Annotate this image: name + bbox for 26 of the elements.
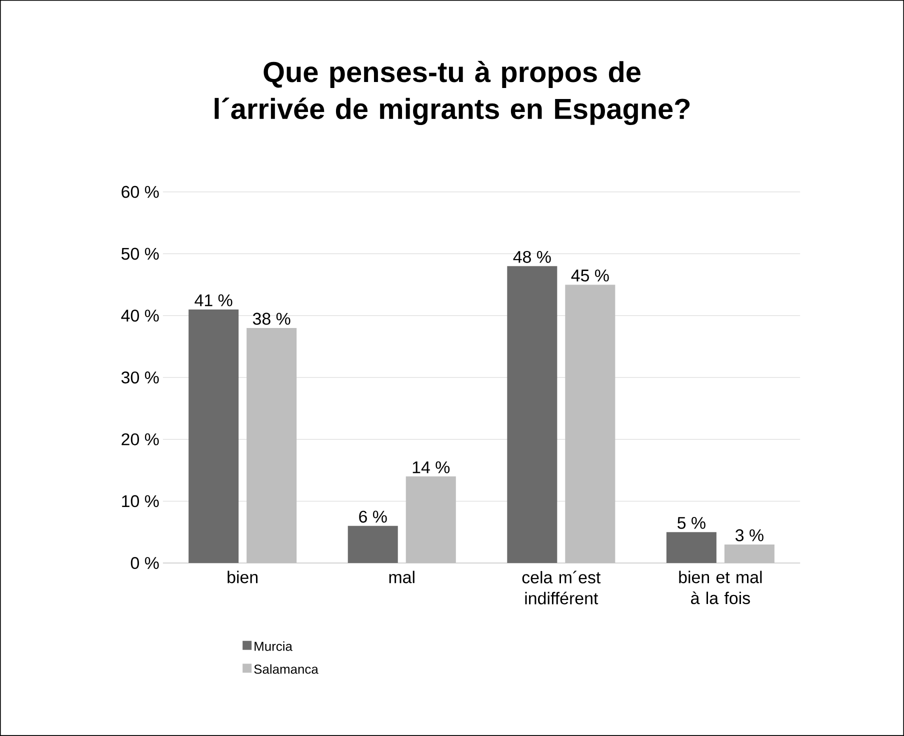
y-tick-label: 50 % bbox=[121, 248, 159, 260]
x-tick-label: cela m´est indifférent bbox=[522, 570, 601, 604]
bar bbox=[348, 526, 398, 564]
y-tick-label: 30 % bbox=[121, 371, 159, 384]
legend-label: Salamanca bbox=[254, 664, 318, 674]
data-label: 5 % bbox=[678, 516, 706, 529]
y-tick-label: 10 % bbox=[122, 495, 159, 508]
data-label: 3 % bbox=[736, 529, 764, 542]
y-tick-label: 40 % bbox=[121, 310, 159, 322]
x-tick-label: mal bbox=[389, 570, 414, 584]
bar bbox=[666, 532, 716, 564]
bar bbox=[507, 266, 558, 564]
chart-title: Que penses-tu à propos de l´arrivée de migrants en Espagne? bbox=[214, 60, 690, 126]
bar bbox=[188, 309, 239, 564]
y-tick-label: 0 % bbox=[130, 557, 159, 570]
y-tick-label: 20 % bbox=[122, 433, 159, 446]
y-tick-label: 60 % bbox=[122, 186, 159, 198]
data-label: 38 % bbox=[252, 312, 290, 325]
data-label: 45 % bbox=[571, 270, 609, 282]
legend-label: Murcia bbox=[254, 641, 292, 651]
x-tick-label: bien et mal à la fois bbox=[679, 570, 762, 604]
data-label: 48 % bbox=[513, 250, 551, 263]
x-tick-label: bien bbox=[228, 570, 258, 584]
data-label: 41 % bbox=[194, 294, 232, 306]
data-label: 14 % bbox=[412, 461, 450, 474]
data-label: 6 % bbox=[359, 510, 387, 523]
